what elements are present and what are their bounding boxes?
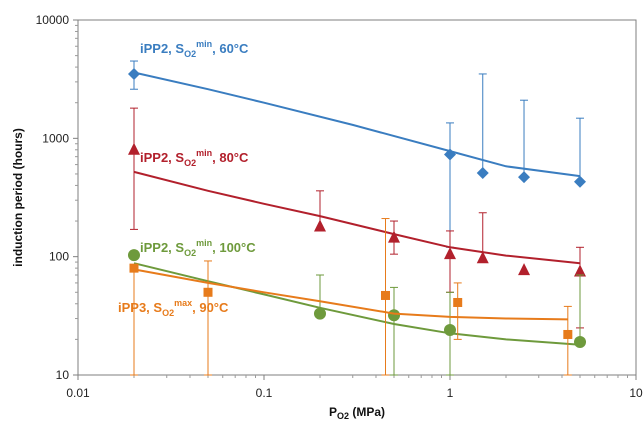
data-point-square — [380, 290, 390, 300]
series-3 — [129, 218, 573, 376]
data-point-diamond — [444, 148, 456, 161]
fit-curve — [133, 170, 581, 265]
x-tick-label: 0.01 — [66, 386, 90, 400]
x-tick-label: 10 — [629, 386, 643, 400]
y-tick-label: 10000 — [36, 13, 70, 27]
fit-curve — [133, 262, 581, 346]
data-point-circle — [127, 249, 140, 262]
data-point-square — [129, 263, 139, 273]
data-point-triangle — [313, 219, 326, 232]
data-point-circle — [444, 324, 456, 337]
y-tick-label: 1000 — [42, 131, 69, 145]
data-point-diamond — [127, 67, 140, 80]
axes: 0.01 0.1 1 10 10 100 1000 10000 PO2 (MPa) inducti… — [11, 13, 643, 421]
series-label-1: iPP2, SO2min, 80°C — [140, 148, 249, 168]
data-point-square — [453, 297, 463, 307]
y-axis-title: induction period (hours) — [11, 128, 25, 267]
data-point-triangle — [444, 247, 456, 260]
series-0 — [127, 60, 587, 248]
plot-frame — [77, 19, 637, 376]
data-point-triangle — [476, 251, 489, 264]
data-point-circle — [574, 336, 587, 349]
series-layer — [127, 60, 587, 376]
series-label-2: iPP2, SO2min, 100°C — [140, 238, 256, 258]
data-point-circle — [313, 307, 326, 320]
series-labels: iPP2, SO2min, 60°C iPP2, SO2min, 80°C iPP2… — [118, 39, 256, 318]
y-tick-label: 100 — [49, 250, 69, 264]
x-axis-title: PO2 (MPa) — [329, 405, 385, 421]
data-point-triangle — [574, 264, 587, 277]
series-label-0: iPP2, SO2min, 60°C — [140, 39, 249, 59]
data-point-diamond — [518, 171, 531, 184]
data-point-triangle — [518, 263, 531, 276]
data-point-square — [203, 287, 213, 297]
x-tick-label: 1 — [447, 386, 454, 400]
data-point-diamond — [574, 175, 587, 188]
data-point-square — [563, 329, 573, 339]
data-point-triangle — [388, 230, 401, 243]
fit-curve — [133, 268, 568, 321]
data-point-diamond — [476, 166, 489, 179]
data-point-circle — [388, 309, 401, 322]
series-1 — [127, 107, 587, 329]
series-label-3: iPP3, SO2max, 90°C — [118, 298, 229, 318]
fit-curve — [133, 71, 581, 178]
y-tick-label: 10 — [56, 368, 70, 382]
x-tick-label: 0.1 — [256, 386, 273, 400]
data-point-triangle — [127, 142, 140, 155]
series-2 — [127, 249, 587, 376]
